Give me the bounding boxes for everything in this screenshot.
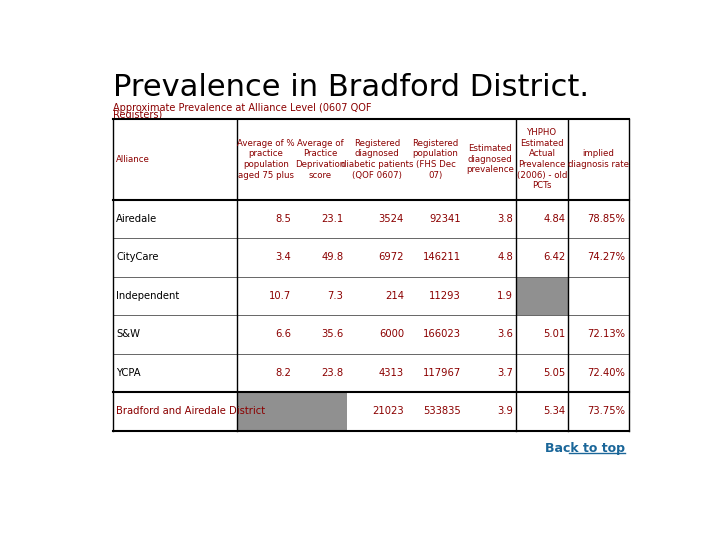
- Text: 49.8: 49.8: [321, 252, 343, 262]
- Text: 7.3: 7.3: [328, 291, 343, 301]
- Text: 74.27%: 74.27%: [588, 252, 626, 262]
- Text: 4.84: 4.84: [543, 214, 565, 224]
- Text: Back to top: Back to top: [545, 442, 625, 455]
- Text: 4313: 4313: [379, 368, 404, 378]
- Text: 6.6: 6.6: [276, 329, 292, 339]
- Text: 146211: 146211: [423, 252, 461, 262]
- Text: YCPA: YCPA: [117, 368, 141, 378]
- Text: 3.9: 3.9: [498, 406, 513, 416]
- Text: Airedale: Airedale: [117, 214, 158, 224]
- Text: 23.1: 23.1: [321, 214, 343, 224]
- Text: CityCare: CityCare: [117, 252, 159, 262]
- Text: 10.7: 10.7: [269, 291, 292, 301]
- Text: 4.8: 4.8: [498, 252, 513, 262]
- Text: 214: 214: [385, 291, 404, 301]
- Text: 8.5: 8.5: [276, 214, 292, 224]
- Bar: [113, 119, 629, 430]
- Text: YHPHO
Estimated
Actual
Prevalence
(2006) - old
PCTs: YHPHO Estimated Actual Prevalence (2006)…: [517, 128, 567, 191]
- Text: 5.05: 5.05: [543, 368, 565, 378]
- Bar: [238, 392, 294, 430]
- Text: 6000: 6000: [379, 329, 404, 339]
- Text: Estimated
diagnosed
prevalence: Estimated diagnosed prevalence: [466, 144, 514, 174]
- Text: Prevalence in Bradford District.: Prevalence in Bradford District.: [113, 72, 589, 102]
- Text: 92341: 92341: [429, 214, 461, 224]
- Text: 72.13%: 72.13%: [588, 329, 626, 339]
- Text: Registered
population
(FHS Dec
07): Registered population (FHS Dec 07): [413, 138, 459, 180]
- Text: 6.42: 6.42: [543, 252, 565, 262]
- Text: Bradford and Airedale District: Bradford and Airedale District: [117, 406, 266, 416]
- Bar: [516, 276, 568, 315]
- Text: 166023: 166023: [423, 329, 461, 339]
- Text: 3.6: 3.6: [498, 329, 513, 339]
- Text: Approximate Prevalence at Alliance Level (0607 QOF: Approximate Prevalence at Alliance Level…: [113, 103, 372, 113]
- Text: Average of
Practice
Deprivation
score: Average of Practice Deprivation score: [295, 138, 346, 180]
- Text: Registers): Registers): [113, 110, 163, 120]
- Text: implied
diagnosis rate: implied diagnosis rate: [568, 149, 629, 169]
- Text: Alliance: Alliance: [117, 154, 150, 164]
- Text: 35.6: 35.6: [321, 329, 343, 339]
- Text: 3.4: 3.4: [276, 252, 292, 262]
- Text: 5.34: 5.34: [543, 406, 565, 416]
- Text: 1.9: 1.9: [497, 291, 513, 301]
- Text: 117967: 117967: [423, 368, 461, 378]
- Text: 3.7: 3.7: [498, 368, 513, 378]
- Text: 78.85%: 78.85%: [588, 214, 626, 224]
- Text: 23.8: 23.8: [321, 368, 343, 378]
- Text: Average of %
practice
population
aged 75 plus: Average of % practice population aged 75…: [237, 138, 294, 180]
- Text: 8.2: 8.2: [276, 368, 292, 378]
- Text: Independent: Independent: [117, 291, 179, 301]
- Text: 3.8: 3.8: [498, 214, 513, 224]
- Text: 21023: 21023: [372, 406, 404, 416]
- Text: 5.01: 5.01: [543, 329, 565, 339]
- Text: 6972: 6972: [379, 252, 404, 262]
- Text: S&W: S&W: [117, 329, 140, 339]
- Text: Registered
diagnosed
diabetic patients
(QOF 0607): Registered diagnosed diabetic patients (…: [341, 138, 413, 180]
- Text: 3524: 3524: [379, 214, 404, 224]
- Text: 73.75%: 73.75%: [588, 406, 626, 416]
- Text: 11293: 11293: [429, 291, 461, 301]
- Text: 72.40%: 72.40%: [588, 368, 626, 378]
- Bar: [294, 392, 346, 430]
- Text: 533835: 533835: [423, 406, 461, 416]
